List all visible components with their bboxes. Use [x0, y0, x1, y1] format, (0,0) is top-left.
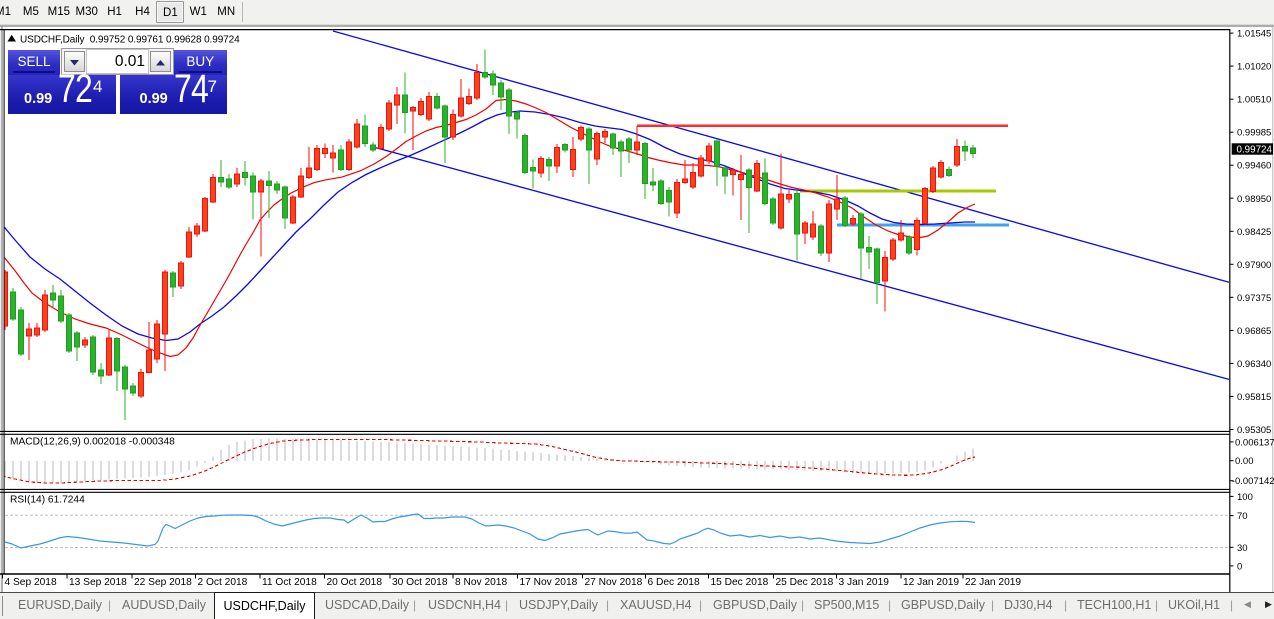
svg-text:22 Sep 2018: 22 Sep 2018: [134, 577, 192, 588]
svg-text:0.96340: 0.96340: [1237, 359, 1271, 370]
svg-text:0.97900: 0.97900: [1237, 260, 1271, 271]
svg-text:8 Nov 2018: 8 Nov 2018: [455, 577, 507, 588]
svg-text:12 Jan 2019: 12 Jan 2019: [903, 577, 959, 588]
svg-text:RSI(14) 61.7244: RSI(14) 61.7244: [10, 495, 85, 506]
svg-text:30: 30: [1237, 543, 1248, 554]
svg-text:30 Oct 2018: 30 Oct 2018: [392, 577, 448, 588]
svg-text:27 Nov 2018: 27 Nov 2018: [585, 577, 643, 588]
svg-text:13 Sep 2018: 13 Sep 2018: [69, 577, 127, 588]
svg-text:70: 70: [1237, 511, 1248, 522]
svg-text:0.96865: 0.96865: [1237, 326, 1271, 337]
svg-text:17 Nov 2018: 17 Nov 2018: [520, 577, 578, 588]
svg-text:USDCHF,Daily 0.99752 0.99761: USDCHF,Daily 0.99752 0.99761 0.99628 0.9…: [20, 35, 240, 46]
svg-text:3 Jan 2019: 3 Jan 2019: [839, 577, 890, 588]
svg-text:11 Oct 2018: 11 Oct 2018: [262, 577, 317, 588]
svg-text:15 Dec 2018: 15 Dec 2018: [711, 577, 769, 588]
svg-text:25 Dec 2018: 25 Dec 2018: [776, 577, 834, 588]
svg-text:1.01020: 1.01020: [1237, 62, 1271, 73]
svg-text:100: 100: [1237, 492, 1253, 503]
svg-text:0.97375: 0.97375: [1237, 293, 1271, 304]
svg-text:1.01545: 1.01545: [1237, 29, 1271, 40]
svg-text:0.95305: 0.95305: [1237, 425, 1271, 436]
svg-text:0.00: 0.00: [1235, 456, 1254, 467]
svg-text:-0.007142: -0.007142: [1232, 476, 1274, 487]
svg-text:6 Dec 2018: 6 Dec 2018: [648, 577, 700, 588]
svg-text:0.95815: 0.95815: [1237, 392, 1271, 403]
svg-text:20 Oct 2018: 20 Oct 2018: [327, 577, 383, 588]
svg-text:0.99724: 0.99724: [1237, 144, 1273, 155]
svg-text:MACD(12,26,9) 0.002018 -0.0003: MACD(12,26,9) 0.002018 -0.000348: [10, 437, 175, 448]
svg-text:0.98950: 0.98950: [1237, 194, 1271, 205]
svg-text:22 Jan 2019: 22 Jan 2019: [965, 577, 1021, 588]
svg-text:4 Sep 2018: 4 Sep 2018: [5, 577, 57, 588]
svg-text:0: 0: [1237, 561, 1242, 572]
svg-text:1.00510: 1.00510: [1237, 95, 1271, 106]
svg-text:0.99460: 0.99460: [1237, 161, 1271, 172]
svg-text:0.98425: 0.98425: [1237, 227, 1271, 238]
svg-text:0.99985: 0.99985: [1237, 128, 1271, 139]
svg-text:2 Oct 2018: 2 Oct 2018: [198, 577, 248, 588]
svg-text:0.006137: 0.006137: [1235, 437, 1274, 448]
